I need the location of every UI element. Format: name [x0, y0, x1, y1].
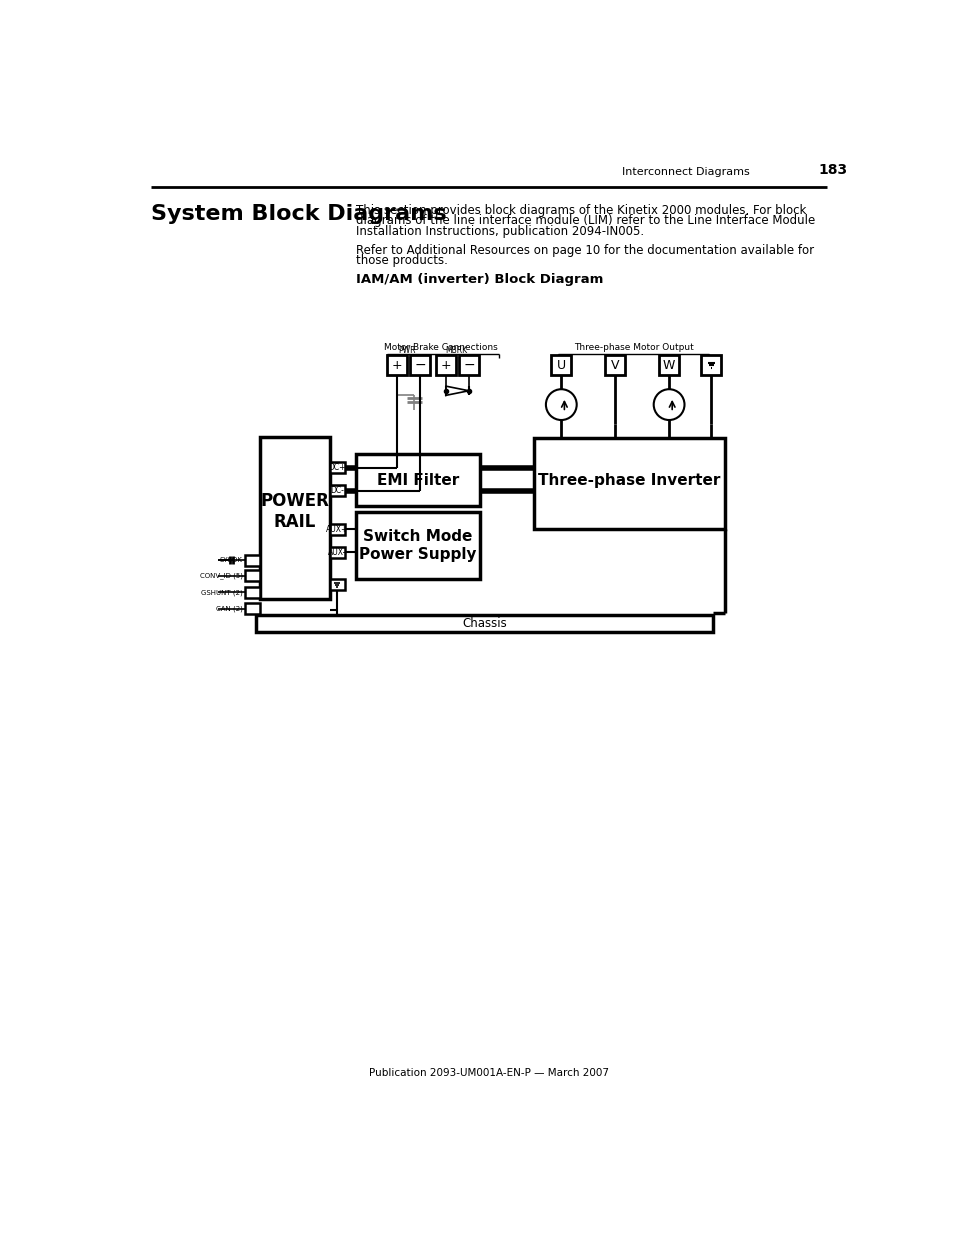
- Text: Installation Instructions, publication 2094-IN005.: Installation Instructions, publication 2…: [356, 225, 644, 238]
- Bar: [245, 571, 260, 580]
- Text: V: V: [610, 359, 618, 372]
- Text: U: U: [557, 359, 565, 372]
- Text: Refer to Additional Resources on page 10 for the documentation available for: Refer to Additional Resources on page 10…: [356, 243, 814, 257]
- Text: GSHUNT (2): GSHUNT (2): [200, 589, 242, 595]
- Text: Three-phase Inverter: Three-phase Inverter: [537, 473, 720, 488]
- Bar: [329, 485, 345, 496]
- Text: POWER
RAIL: POWER RAIL: [260, 493, 329, 531]
- Text: CONV_ID (5): CONV_ID (5): [199, 572, 242, 579]
- Text: EMI Filter: EMI Filter: [376, 473, 458, 488]
- Bar: [245, 603, 260, 614]
- Bar: [329, 579, 345, 590]
- Text: This section provides block diagrams of the Kinetix 2000 modules. For block: This section provides block diagrams of …: [356, 204, 806, 216]
- Text: −: −: [462, 358, 475, 372]
- Text: MBRK: MBRK: [444, 346, 466, 354]
- Bar: [245, 555, 260, 566]
- Text: Motor Brake Connections: Motor Brake Connections: [384, 343, 497, 352]
- Text: W: W: [662, 359, 675, 372]
- Text: DC-: DC-: [330, 487, 344, 495]
- Text: AUX+: AUX+: [326, 525, 348, 534]
- Bar: [329, 462, 345, 473]
- Bar: [436, 356, 456, 375]
- Text: IAM/AM (inverter) Block Diagram: IAM/AM (inverter) Block Diagram: [356, 273, 603, 287]
- Text: CAN (2): CAN (2): [215, 605, 242, 611]
- Bar: [551, 356, 571, 375]
- Text: those products.: those products.: [356, 254, 448, 268]
- Bar: [329, 524, 345, 535]
- Bar: [659, 356, 679, 375]
- Bar: [356, 511, 479, 579]
- Bar: [329, 547, 345, 558]
- Bar: [387, 356, 407, 375]
- Text: +: +: [392, 359, 402, 372]
- Text: diagrams of the line interface module (LIM) refer to the Line Interface Module: diagrams of the line interface module (L…: [356, 215, 815, 227]
- Text: Chassis: Chassis: [462, 616, 507, 630]
- Text: Three-phase Motor Output: Three-phase Motor Output: [573, 343, 693, 352]
- Bar: [356, 454, 479, 506]
- Bar: [245, 587, 260, 598]
- Bar: [256, 615, 712, 632]
- Text: Switch Mode
Power Supply: Switch Mode Power Supply: [359, 530, 476, 562]
- Text: PWR: PWR: [398, 346, 416, 354]
- Text: +: +: [440, 359, 451, 372]
- Text: SYSOK: SYSOK: [219, 557, 242, 563]
- Text: 183: 183: [818, 163, 846, 177]
- Text: DC+: DC+: [328, 463, 346, 472]
- Bar: [260, 437, 329, 599]
- Text: System Block Diagrams: System Block Diagrams: [151, 204, 446, 224]
- Text: AUX-: AUX-: [328, 548, 346, 557]
- Text: Interconnect Diagrams: Interconnect Diagrams: [621, 167, 749, 177]
- Bar: [533, 438, 723, 530]
- Bar: [458, 356, 478, 375]
- Text: Publication 2093-UM001A-EN-P — March 2007: Publication 2093-UM001A-EN-P — March 200…: [369, 1067, 608, 1078]
- Bar: [410, 356, 430, 375]
- Text: −: −: [415, 358, 426, 372]
- Bar: [700, 356, 720, 375]
- Bar: [604, 356, 624, 375]
